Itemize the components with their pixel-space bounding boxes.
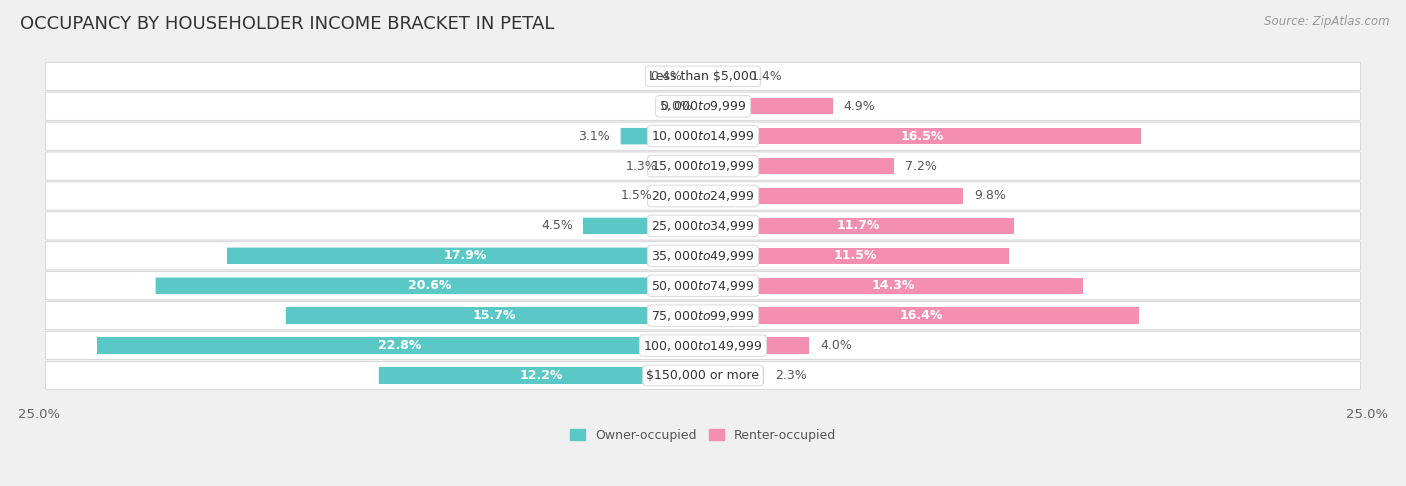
Bar xyxy=(583,218,703,234)
Text: 1.3%: 1.3% xyxy=(626,159,658,173)
FancyBboxPatch shape xyxy=(228,247,703,264)
Bar xyxy=(97,337,703,354)
FancyBboxPatch shape xyxy=(45,62,1361,90)
Text: $100,000 to $149,999: $100,000 to $149,999 xyxy=(644,339,762,352)
FancyBboxPatch shape xyxy=(45,362,1361,390)
Text: $35,000 to $49,999: $35,000 to $49,999 xyxy=(651,249,755,263)
Text: $50,000 to $74,999: $50,000 to $74,999 xyxy=(651,279,755,293)
Text: 20.6%: 20.6% xyxy=(408,279,451,292)
Text: 7.2%: 7.2% xyxy=(905,159,936,173)
Text: $25,000 to $34,999: $25,000 to $34,999 xyxy=(651,219,755,233)
FancyBboxPatch shape xyxy=(156,278,703,294)
Bar xyxy=(285,308,703,324)
Text: OCCUPANCY BY HOUSEHOLDER INCOME BRACKET IN PETAL: OCCUPANCY BY HOUSEHOLDER INCOME BRACKET … xyxy=(20,15,554,33)
Bar xyxy=(703,218,1014,234)
Text: 11.5%: 11.5% xyxy=(834,249,877,262)
FancyBboxPatch shape xyxy=(583,218,703,234)
Text: 4.0%: 4.0% xyxy=(820,339,852,352)
Text: $150,000 or more: $150,000 or more xyxy=(647,369,759,382)
Text: 16.4%: 16.4% xyxy=(900,309,942,322)
Bar xyxy=(668,158,703,174)
FancyBboxPatch shape xyxy=(45,152,1361,180)
Bar xyxy=(228,247,703,264)
Bar xyxy=(703,308,1139,324)
FancyBboxPatch shape xyxy=(45,122,1361,150)
Text: 22.8%: 22.8% xyxy=(378,339,422,352)
Text: 1.5%: 1.5% xyxy=(620,190,652,203)
Text: 4.9%: 4.9% xyxy=(844,100,876,113)
Text: 17.9%: 17.9% xyxy=(443,249,486,262)
FancyBboxPatch shape xyxy=(45,212,1361,240)
Bar xyxy=(378,367,703,384)
Bar xyxy=(156,278,703,294)
FancyBboxPatch shape xyxy=(668,158,703,174)
FancyBboxPatch shape xyxy=(692,68,703,85)
Text: 9.8%: 9.8% xyxy=(974,190,1005,203)
Text: $5,000 to $9,999: $5,000 to $9,999 xyxy=(659,99,747,113)
Bar xyxy=(703,188,963,204)
Text: $10,000 to $14,999: $10,000 to $14,999 xyxy=(651,129,755,143)
Text: 2.3%: 2.3% xyxy=(775,369,807,382)
Bar xyxy=(703,278,1083,294)
Text: $15,000 to $19,999: $15,000 to $19,999 xyxy=(651,159,755,173)
Legend: Owner-occupied, Renter-occupied: Owner-occupied, Renter-occupied xyxy=(565,424,841,447)
Text: 0.0%: 0.0% xyxy=(661,100,692,113)
Bar xyxy=(703,98,834,115)
Text: 16.5%: 16.5% xyxy=(900,130,943,143)
Text: Source: ZipAtlas.com: Source: ZipAtlas.com xyxy=(1264,15,1389,28)
Text: 4.5%: 4.5% xyxy=(541,219,572,232)
Text: Less than $5,000: Less than $5,000 xyxy=(650,70,756,83)
FancyBboxPatch shape xyxy=(378,367,703,384)
FancyBboxPatch shape xyxy=(620,128,703,144)
FancyBboxPatch shape xyxy=(664,188,703,204)
FancyBboxPatch shape xyxy=(45,302,1361,330)
Bar xyxy=(703,68,740,85)
FancyBboxPatch shape xyxy=(45,272,1361,300)
Text: 15.7%: 15.7% xyxy=(472,309,516,322)
FancyBboxPatch shape xyxy=(45,182,1361,210)
Bar xyxy=(703,337,810,354)
FancyBboxPatch shape xyxy=(97,337,703,354)
Text: 12.2%: 12.2% xyxy=(519,369,562,382)
Text: $75,000 to $99,999: $75,000 to $99,999 xyxy=(651,309,755,323)
Bar xyxy=(620,128,703,144)
Bar xyxy=(703,247,1008,264)
Bar xyxy=(703,128,1142,144)
Text: 11.7%: 11.7% xyxy=(837,219,880,232)
FancyBboxPatch shape xyxy=(45,331,1361,360)
Text: 0.4%: 0.4% xyxy=(650,70,682,83)
FancyBboxPatch shape xyxy=(285,308,703,324)
Bar xyxy=(664,188,703,204)
Text: $20,000 to $24,999: $20,000 to $24,999 xyxy=(651,189,755,203)
Bar xyxy=(703,367,763,384)
Bar xyxy=(703,158,894,174)
Bar xyxy=(692,68,703,85)
FancyBboxPatch shape xyxy=(45,92,1361,121)
FancyBboxPatch shape xyxy=(45,242,1361,270)
Text: 3.1%: 3.1% xyxy=(578,130,610,143)
Text: 14.3%: 14.3% xyxy=(872,279,915,292)
Text: 1.4%: 1.4% xyxy=(751,70,783,83)
